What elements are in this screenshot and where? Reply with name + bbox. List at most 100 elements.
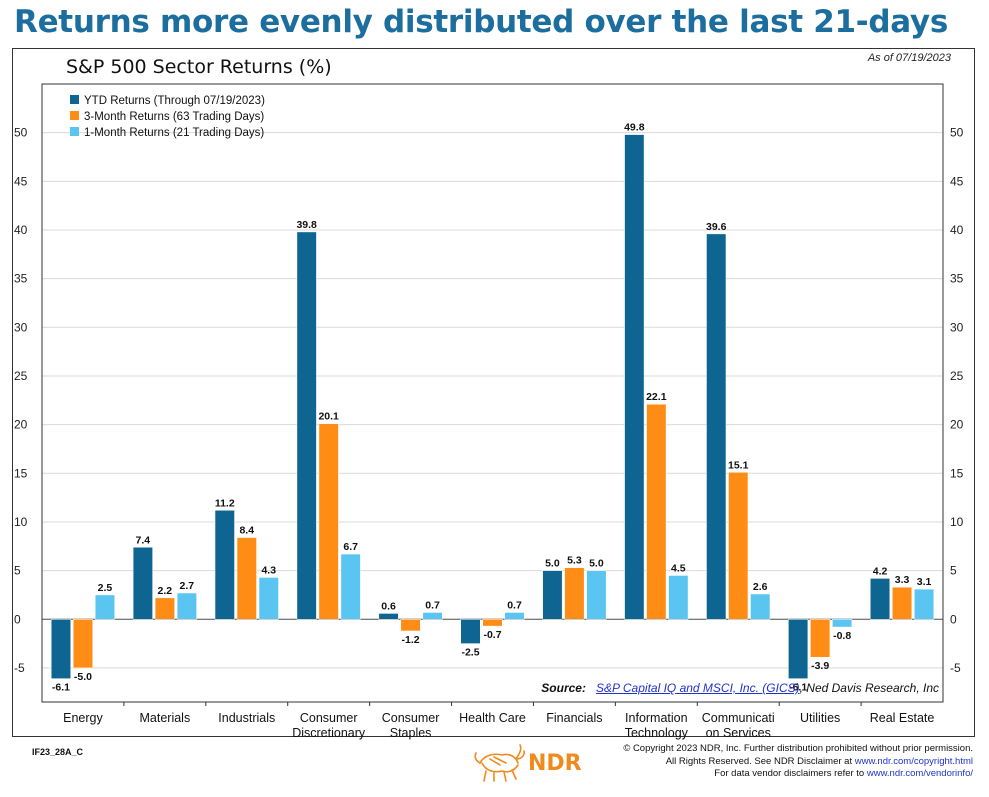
y-tick-label-left: 15 xyxy=(14,466,28,480)
vendor-info-link[interactable]: www.ndr.com/vendorinfo/ xyxy=(866,768,973,779)
y-tick-label-left: 50 xyxy=(14,126,28,140)
copyright-line-1: © Copyright 2023 NDR, Inc. Further distr… xyxy=(623,743,973,754)
bar xyxy=(214,510,235,620)
data-label: 39.6 xyxy=(706,221,727,233)
y-tick-label-right: 50 xyxy=(950,126,964,140)
bar xyxy=(132,547,153,620)
y-tick-label-right: 25 xyxy=(950,369,964,383)
y-tick-label-left: 5 xyxy=(14,564,21,578)
y-tick-label-left: 0 xyxy=(14,612,21,626)
data-label: -2.5 xyxy=(461,647,479,659)
category-label: Health Care xyxy=(459,711,526,725)
copyright-line-3: For data vendor disclaimers refer to www… xyxy=(553,768,973,781)
bar xyxy=(914,588,935,620)
data-label: 39.8 xyxy=(296,219,317,231)
bar xyxy=(50,619,71,679)
bar xyxy=(624,134,645,620)
chart-title: S&P 500 Sector Returns (%) xyxy=(66,56,332,78)
legend-swatch xyxy=(70,95,79,104)
data-label: -5.0 xyxy=(74,671,92,683)
legend-label: YTD Returns (Through 07/19/2023) xyxy=(84,95,265,107)
y-tick-label-right: 20 xyxy=(950,418,964,432)
bar xyxy=(318,423,339,620)
data-label: 6.7 xyxy=(343,541,358,553)
data-label: 3.3 xyxy=(895,574,910,586)
data-label: 4.3 xyxy=(261,564,276,576)
y-tick-label-right: 35 xyxy=(950,272,964,286)
category-label: Staples xyxy=(390,726,432,740)
data-label: 5.3 xyxy=(567,555,582,567)
bar xyxy=(788,619,809,679)
data-label: 2.7 xyxy=(180,580,195,592)
y-tick-label-left: 10 xyxy=(14,515,28,529)
data-label: 20.1 xyxy=(318,411,339,423)
bar xyxy=(564,567,585,620)
y-tick-label-right: 15 xyxy=(950,466,964,480)
data-label: 0.7 xyxy=(425,599,440,611)
legend-label: 1-Month Returns (21 Trading Days) xyxy=(84,127,264,139)
category-label: Consumer xyxy=(300,711,358,725)
data-label: -6.1 xyxy=(789,682,807,694)
chart-frame xyxy=(12,48,975,737)
data-label: 8.4 xyxy=(239,525,254,537)
bar xyxy=(870,578,891,620)
y-tick-label-right: -5 xyxy=(950,661,961,675)
source-link[interactable]: S&P Capital IQ and MSCI, Inc. (GICS) xyxy=(595,681,800,695)
category-label: Financials xyxy=(546,711,602,725)
y-tick-label-left: 30 xyxy=(14,320,28,334)
data-label: 7.4 xyxy=(136,534,151,546)
data-label: 2.5 xyxy=(98,582,113,594)
bar xyxy=(154,597,175,620)
bar xyxy=(460,619,481,644)
source-label: Source: xyxy=(541,681,586,695)
copyright-link[interactable]: www.ndr.com/copyright.html xyxy=(854,755,973,767)
legend-swatch xyxy=(70,111,79,120)
bar xyxy=(810,619,831,658)
legend-label: 3-Month Returns (63 Trading Days) xyxy=(84,111,264,123)
data-label: 15.1 xyxy=(728,459,749,471)
data-label: -0.8 xyxy=(833,630,851,642)
y-tick-label-right: 30 xyxy=(950,320,964,334)
bar xyxy=(728,472,749,620)
bar xyxy=(832,619,853,628)
bar xyxy=(504,612,525,620)
category-label: Industrials xyxy=(218,711,275,725)
category-label: Technology xyxy=(625,726,689,740)
copyright-line-3-text: For data vendor disclaimers refer to xyxy=(714,768,867,779)
data-label: 22.1 xyxy=(646,391,667,403)
data-label: 5.0 xyxy=(545,558,560,570)
bar xyxy=(422,612,443,620)
copyright-line-2: All Rights Reserved. See NDR Disclaimer … xyxy=(553,756,973,769)
y-tick-label-left: -5 xyxy=(14,661,25,675)
bar xyxy=(176,592,197,620)
y-tick-label-left: 35 xyxy=(14,272,28,286)
bar xyxy=(378,613,399,620)
y-tick-label-right: 0 xyxy=(950,612,957,626)
bar xyxy=(646,403,667,620)
category-label: Consumer xyxy=(382,711,440,725)
data-label: 49.8 xyxy=(624,122,645,134)
category-label: Energy xyxy=(63,711,103,725)
bar xyxy=(542,570,563,620)
bar xyxy=(706,233,727,620)
data-label: 0.6 xyxy=(381,600,396,612)
bar xyxy=(94,594,115,620)
bar xyxy=(482,619,503,627)
data-label: 2.6 xyxy=(753,581,768,593)
bar xyxy=(586,570,607,620)
as-of-date: As of 07/19/2023 xyxy=(867,52,951,64)
y-tick-label-left: 45 xyxy=(14,174,28,188)
data-label: 11.2 xyxy=(215,497,235,509)
y-tick-label-left: 25 xyxy=(14,369,28,383)
data-label: 3.1 xyxy=(917,576,932,588)
data-label: -6.1 xyxy=(52,682,70,694)
y-tick-label-right: 10 xyxy=(950,515,964,529)
y-tick-label-right: 5 xyxy=(950,564,957,578)
y-tick-label-right: 45 xyxy=(950,174,964,188)
plot-border xyxy=(41,83,944,703)
data-label: 5.0 xyxy=(589,558,604,570)
y-tick-label-right: 40 xyxy=(950,223,964,237)
category-label: on Services xyxy=(706,726,771,740)
data-label: 0.7 xyxy=(507,599,522,611)
category-label: Materials xyxy=(140,711,191,725)
